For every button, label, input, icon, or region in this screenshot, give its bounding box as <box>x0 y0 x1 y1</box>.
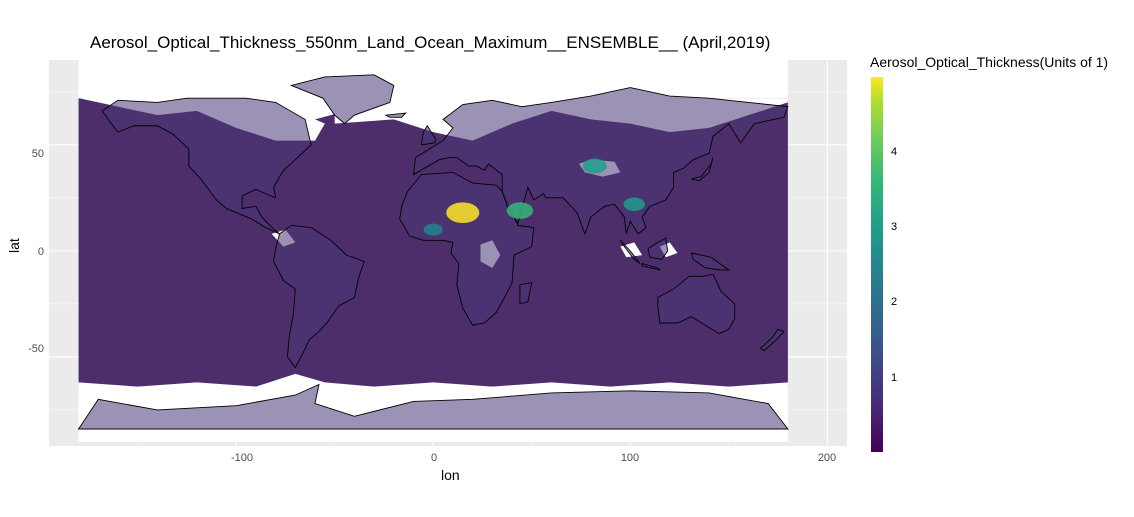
aod-hotspot <box>446 202 480 224</box>
y-tick-label: -50 <box>28 343 44 355</box>
aod-hotspots <box>423 158 645 236</box>
y-axis-label: lat <box>6 238 22 253</box>
x-axis-label: lon <box>441 467 460 483</box>
legend-tick-label: 1 <box>891 372 898 384</box>
continent-outline <box>641 263 662 271</box>
y-tick-label: 0 <box>37 246 44 258</box>
continent-outline <box>519 282 533 305</box>
legend-title: Aerosol_Optical_Thickness(Units of 1) <box>870 54 1109 70</box>
aod-hotspot <box>506 202 534 219</box>
continent-outline <box>620 239 641 264</box>
continent-outline <box>101 97 312 235</box>
continent-outline <box>420 124 436 146</box>
aod-hotspot <box>623 197 645 211</box>
legend-tick-label: 2 <box>891 296 898 308</box>
continent-outline <box>691 157 714 182</box>
aod-hotspot <box>582 158 607 174</box>
legend-tick-label: 3 <box>891 221 898 233</box>
continent-outline <box>690 252 731 271</box>
chart-title: Aerosol_Optical_Thickness_550nm_Land_Oce… <box>90 33 771 52</box>
continent-outline <box>384 112 407 118</box>
y-tick-label: 50 <box>31 148 44 160</box>
continent-outline <box>657 273 736 335</box>
legend-colorbar <box>871 77 883 452</box>
x-tick-label: 200 <box>817 452 837 464</box>
continent-outline <box>759 328 785 352</box>
x-tick-label: 100 <box>620 452 640 464</box>
continent-outline <box>647 237 669 260</box>
continent-outline <box>399 171 535 326</box>
aod-hotspot <box>423 223 443 236</box>
continent-outline <box>289 74 395 125</box>
continent-outline <box>77 383 789 430</box>
x-tick-label: -100 <box>230 452 254 464</box>
x-tick-label: 0 <box>430 452 438 464</box>
continent-outline <box>273 224 365 369</box>
legend-tick-label: 4 <box>891 146 898 158</box>
